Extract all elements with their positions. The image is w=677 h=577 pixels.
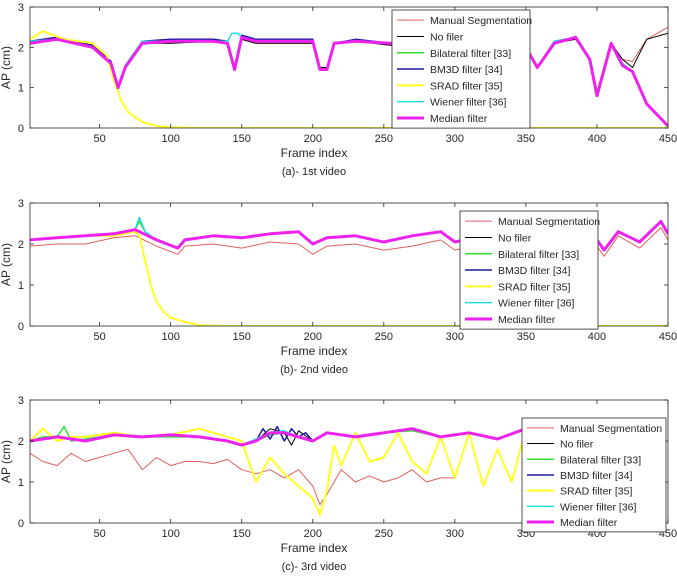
y-tick-label: 1 <box>18 280 24 292</box>
series-line-7 <box>30 427 527 447</box>
x-tick-label: 250 <box>375 331 393 343</box>
y-axis-label: AP (cm) <box>0 46 13 89</box>
legend-label: BM3D filter [34] <box>430 64 502 76</box>
series-group <box>30 216 668 326</box>
legend-label: Wiener filter [36] <box>560 501 637 513</box>
x-tick-label: 100 <box>161 331 179 343</box>
x-tick-label: 150 <box>233 331 251 343</box>
y-tick-label: 3 <box>18 198 24 210</box>
x-tick-label: 100 <box>161 133 179 145</box>
legend-label: Median filter <box>430 113 488 125</box>
y-tick-label: 0 <box>18 123 24 135</box>
x-tick-label: 100 <box>161 528 179 540</box>
panel-caption: (c)- 3rd video <box>282 561 347 573</box>
series-line-4 <box>30 34 668 127</box>
x-axis-label: Frame index <box>281 541 348 555</box>
panel-caption: (b)- 2nd video <box>280 364 348 376</box>
legend-label: No filer <box>560 439 594 451</box>
x-tick-label: 50 <box>94 133 106 145</box>
legend-label: Median filter <box>498 314 556 326</box>
legend-label: SRAD filter [35] <box>430 80 502 92</box>
series-line-7 <box>30 219 668 252</box>
legend: Manual Segmentation No filer Bilateral fil… <box>391 9 532 129</box>
axes-box <box>29 6 669 129</box>
y-tick-label: 1 <box>18 477 24 489</box>
legend-label: Manual Segmentation <box>560 423 662 435</box>
x-axis-label: Frame index <box>281 344 348 358</box>
y-tick-label: 3 <box>18 2 24 14</box>
y-tick-label: 0 <box>18 321 24 333</box>
legend: Manual Segmentation No filer Bilateral fil… <box>521 417 667 533</box>
legend-label: Wiener filter [36] <box>498 298 575 310</box>
legend-label: BM3D filter [34] <box>498 265 570 277</box>
legend: Manual Segmentation No filer Bilateral fil… <box>459 210 600 330</box>
x-tick-label: 250 <box>375 133 393 145</box>
y-tick-label: 3 <box>18 395 24 407</box>
y-tick-label: 0 <box>18 518 24 530</box>
y-tick-label: 1 <box>18 83 24 95</box>
y-tick-label: 2 <box>18 436 24 448</box>
legend-label: Bilateral filter [33] <box>430 48 511 60</box>
x-axis-label: Frame index <box>281 146 348 160</box>
x-tick-label: 350 <box>517 133 535 145</box>
x-tick-label: 250 <box>375 528 393 540</box>
legend-label: No filer <box>498 232 532 244</box>
series-line-1 <box>30 448 455 506</box>
series-group <box>30 26 668 128</box>
y-axis-label: AP (cm) <box>0 243 13 286</box>
legend-label: BM3D filter [34] <box>560 470 632 482</box>
legend-label: Bilateral filter [33] <box>498 249 579 261</box>
axes-box <box>29 202 669 327</box>
x-tick-label: 450 <box>659 331 677 343</box>
x-tick-label: 450 <box>659 133 677 145</box>
x-tick-label: 300 <box>446 133 464 145</box>
series-line-5 <box>30 427 527 516</box>
x-tick-label: 150 <box>233 528 251 540</box>
x-tick-label: 50 <box>94 528 106 540</box>
y-axis-label: AP (cm) <box>0 440 13 483</box>
panel-caption: (a)- 1st video <box>282 166 346 178</box>
legend-label: Manual Segmentation <box>498 216 600 228</box>
x-tick-label: 50 <box>94 331 106 343</box>
x-tick-label: 150 <box>233 133 251 145</box>
series-line-5 <box>30 30 668 128</box>
chart-panel-2: 50 100 150 200 250 300 350 400 450 0 1 2 3 Frame inde… <box>0 198 677 376</box>
series-line-5 <box>30 230 668 326</box>
y-tick-label: 2 <box>18 42 24 54</box>
x-tick-label: 400 <box>588 133 606 145</box>
y-tick-label: 2 <box>18 239 24 251</box>
legend-label: SRAD filter [35] <box>498 281 570 293</box>
series-line-3 <box>30 36 668 127</box>
series-line-6 <box>30 32 668 127</box>
series-line-1 <box>30 227 668 257</box>
x-tick-label: 400 <box>588 331 606 343</box>
legend-label: Manual Segmentation <box>430 15 532 27</box>
legend-label: Wiener filter [36] <box>430 97 507 109</box>
legend-label: SRAD filter [35] <box>560 486 632 498</box>
x-tick-label: 350 <box>517 331 535 343</box>
series-line-7 <box>30 35 668 128</box>
axes-box <box>29 399 669 524</box>
x-tick-label: 200 <box>304 528 322 540</box>
legend-label: No filer <box>430 31 464 43</box>
legend-label: Median filter <box>560 517 618 529</box>
legend-label: Bilateral filter [33] <box>560 454 641 466</box>
x-tick-label: 300 <box>446 528 464 540</box>
x-tick-label: 200 <box>304 331 322 343</box>
chart-panel-1: 50 100 150 200 250 300 350 400 450 0 1 2 3 Frame inde… <box>0 2 677 178</box>
series-group <box>30 425 527 516</box>
x-tick-label: 200 <box>304 133 322 145</box>
x-tick-label: 300 <box>446 331 464 343</box>
